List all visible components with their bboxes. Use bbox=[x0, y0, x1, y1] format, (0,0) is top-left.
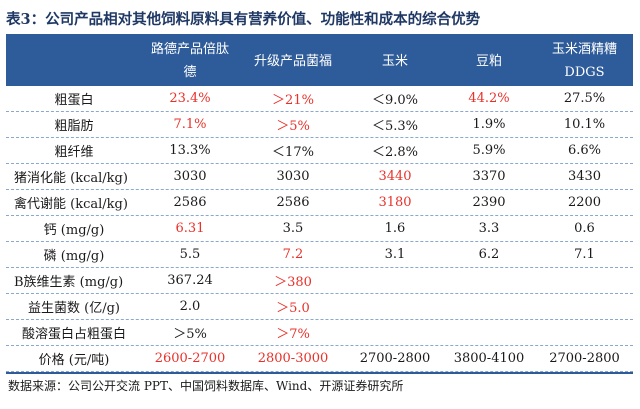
bottom-rule bbox=[6, 372, 633, 374]
table-cell: 3.1 bbox=[384, 247, 406, 262]
table-title: 表3：公司产品相对其他饲料原料具有营养价值、功能性和成本的综合优势 bbox=[6, 11, 481, 28]
table-cell: 2.0 bbox=[179, 299, 201, 314]
table-cell: 3800-4100 bbox=[453, 351, 525, 366]
table-cell: ＞5% bbox=[173, 327, 207, 342]
table-cell: 367.24 bbox=[167, 273, 213, 288]
table-cell: 2586 bbox=[276, 195, 310, 210]
row-label: B族维生素 (mg/g) bbox=[14, 275, 124, 290]
table-cell: 3440 bbox=[378, 169, 412, 184]
table-row: 猪消化能 (kcal/kg) 3030 3030 3440 3370 3430 bbox=[6, 164, 633, 190]
table-cell: 13.3% bbox=[169, 143, 211, 158]
table-cell: 3.3 bbox=[478, 221, 500, 236]
table-cell: 2600-2700 bbox=[154, 351, 226, 366]
table-cell bbox=[442, 320, 536, 345]
table-row: B族维生素 (mg/g) 367.24 ＞380 bbox=[6, 268, 633, 294]
row-label: 粗脂肪 bbox=[54, 119, 94, 134]
table-cell: ＞5% bbox=[276, 119, 310, 134]
table-cell: 27.5% bbox=[563, 91, 606, 106]
row-label: 价格 (元/吨) bbox=[38, 353, 110, 368]
table-row: 磷 (mg/g) 5.5 7.2 3.1 6.2 7.1 bbox=[6, 242, 633, 268]
header-cell: 升级产品菌福 bbox=[253, 53, 332, 69]
table-cell: 7.1 bbox=[574, 247, 595, 262]
table-cell: 6.31 bbox=[175, 221, 205, 236]
table-cell bbox=[536, 268, 633, 293]
header-cell: 豆粕 bbox=[475, 53, 502, 69]
source-note: 数据来源：公司公开交流 PPT、中国饲料数据库、Wind、开源证券研究所 bbox=[8, 379, 404, 393]
table-cell: 3370 bbox=[472, 169, 506, 184]
table-cell: 1.9% bbox=[472, 117, 506, 132]
table-cell: 2390 bbox=[472, 195, 506, 210]
table-cell bbox=[348, 320, 442, 345]
table-cell: 44.2% bbox=[468, 91, 510, 106]
table-cell: 2800-3000 bbox=[257, 351, 329, 366]
table-cell: 6.6% bbox=[567, 143, 602, 158]
table-cell: 7.1% bbox=[173, 117, 207, 132]
table-cell bbox=[442, 294, 536, 319]
row-label: 粗纤维 bbox=[54, 145, 94, 160]
table-cell: ＜2.8% bbox=[371, 145, 419, 160]
top-rule bbox=[6, 34, 633, 36]
table-cell bbox=[348, 268, 442, 293]
row-label: 猪消化能 (kcal/kg) bbox=[14, 171, 128, 186]
table-cell bbox=[442, 268, 536, 293]
table-cell: 1.6 bbox=[384, 221, 406, 236]
header-cell: 路德产品倍肽德 bbox=[150, 42, 229, 80]
table-row: 粗蛋白 23.4% ＞21% ＜9.0% 44.2% 27.5% bbox=[6, 86, 633, 112]
table-row: 粗纤维 13.3% ＜17% ＜2.8% 5.9% 6.6% bbox=[6, 138, 633, 164]
table-cell: 3030 bbox=[173, 169, 207, 184]
table-cell: 7.2 bbox=[282, 247, 304, 262]
header-cell: 玉米 bbox=[381, 53, 408, 69]
table-cell: 3430 bbox=[567, 169, 602, 184]
row-label: 禽代谢能 (kcal/kg) bbox=[14, 197, 128, 212]
row-label: 粗蛋白 bbox=[54, 93, 94, 108]
table-cell: 23.4% bbox=[169, 91, 211, 106]
table-cell: 6.2 bbox=[478, 247, 500, 262]
row-label: 酸溶蛋白占粗蛋白 bbox=[21, 327, 126, 342]
header-cell: 玉米酒精糟 DDGS bbox=[551, 42, 617, 80]
table-cell: 5.5 bbox=[179, 247, 201, 262]
table-cell: 3180 bbox=[378, 195, 412, 210]
table-cell: 2200 bbox=[567, 195, 602, 210]
table-row: 价格 (元/吨) 2600-2700 2800-3000 2700-2800 3800-… bbox=[6, 346, 633, 372]
table-cell: ＞5.0 bbox=[276, 301, 310, 316]
table-cell: ＞21% bbox=[272, 93, 314, 108]
row-label: 钙 (mg/g) bbox=[43, 223, 105, 238]
table-cell: 2700-2800 bbox=[549, 351, 620, 366]
table-cell: 5.9% bbox=[472, 143, 506, 158]
table-row: 益生菌数 (亿/g) 2.0 ＞5.0 bbox=[6, 294, 633, 320]
table-row: 粗脂肪 7.1% ＞5% ＜5.3% 1.9% 10.1% bbox=[6, 112, 633, 138]
row-label: 益生菌数 (亿/g) bbox=[28, 301, 120, 316]
table-row: 禽代谢能 (kcal/kg) 2586 2586 3180 2390 2200 bbox=[6, 190, 633, 216]
table-cell: 3.5 bbox=[282, 221, 304, 236]
table-cell bbox=[536, 320, 633, 345]
row-label: 磷 (mg/g) bbox=[43, 249, 105, 264]
table-cell: ＞7% bbox=[276, 327, 310, 342]
table-cell: 3030 bbox=[276, 169, 310, 184]
table-cell: ＜9.0% bbox=[371, 93, 419, 108]
table-header: 路德产品倍肽德 升级产品菌福 玉米 豆粕 玉米酒精糟 DDGS bbox=[6, 36, 633, 86]
table-cell bbox=[536, 294, 633, 319]
table-cell bbox=[348, 294, 442, 319]
table-cell: 0.6 bbox=[574, 221, 595, 236]
header-label-column bbox=[6, 36, 142, 86]
table-row: 钙 (mg/g) 6.31 3.5 1.6 3.3 0.6 bbox=[6, 216, 633, 242]
table-cell: ＜17% bbox=[272, 145, 314, 160]
table-cell: 2700-2800 bbox=[359, 351, 431, 366]
table-cell: 2586 bbox=[173, 195, 207, 210]
table-cell: ＞380 bbox=[274, 275, 312, 290]
table-cell: 10.1% bbox=[563, 117, 606, 132]
table-row: 酸溶蛋白占粗蛋白 ＞5% ＞7% bbox=[6, 320, 633, 346]
table-cell: ＜5.3% bbox=[371, 119, 419, 134]
